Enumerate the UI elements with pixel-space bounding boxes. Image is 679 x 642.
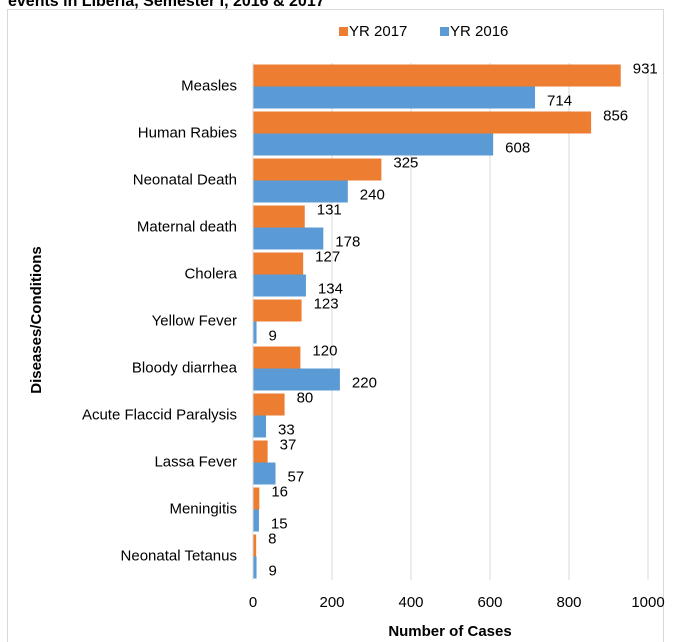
value-label: 856 bbox=[603, 107, 628, 124]
value-label: 123 bbox=[314, 295, 339, 312]
x-tick-label: 600 bbox=[477, 594, 502, 611]
x-axis-title: Number of Cases bbox=[388, 623, 511, 640]
value-label: 134 bbox=[318, 280, 343, 297]
chart-border bbox=[7, 9, 664, 642]
y-tick-label: Measles bbox=[181, 77, 237, 94]
bar bbox=[253, 534, 257, 557]
value-label: 131 bbox=[317, 201, 342, 218]
bar bbox=[253, 111, 592, 134]
x-tick-label: 800 bbox=[556, 594, 581, 611]
y-tick-label: Meningitis bbox=[169, 500, 237, 517]
value-label: 178 bbox=[335, 233, 360, 250]
value-label: 33 bbox=[278, 421, 295, 438]
y-tick-label: Human Rabies bbox=[138, 124, 237, 141]
bar bbox=[253, 180, 348, 203]
value-label: 80 bbox=[297, 389, 314, 406]
value-label: 220 bbox=[352, 374, 377, 391]
chart-title: events in Liberia, Semester I, 2016 & 20… bbox=[8, 0, 325, 10]
bar bbox=[253, 487, 260, 510]
bar bbox=[253, 321, 257, 344]
bar bbox=[253, 252, 304, 275]
legend-swatch bbox=[339, 27, 348, 36]
legend-label: YR 2016 bbox=[450, 23, 508, 40]
bar bbox=[253, 346, 301, 369]
bar bbox=[253, 86, 536, 109]
value-label: 9 bbox=[269, 327, 277, 344]
value-label: 127 bbox=[315, 248, 340, 265]
value-label: 325 bbox=[393, 154, 418, 171]
bar bbox=[253, 556, 257, 579]
bar bbox=[253, 133, 494, 156]
value-label: 37 bbox=[280, 436, 297, 453]
value-label: 931 bbox=[633, 60, 658, 77]
x-tick-label: 200 bbox=[319, 594, 344, 611]
value-label: 15 bbox=[271, 515, 288, 532]
value-label: 240 bbox=[360, 186, 385, 203]
bar bbox=[253, 205, 305, 228]
value-label: 120 bbox=[312, 342, 337, 359]
bar bbox=[253, 440, 268, 463]
bar bbox=[253, 509, 259, 532]
y-tick-label: Bloody diarrhea bbox=[132, 359, 238, 376]
x-tick-label: 1000 bbox=[631, 594, 664, 611]
x-tick-label: 400 bbox=[398, 594, 423, 611]
legend-label: YR 2017 bbox=[349, 23, 407, 40]
bar bbox=[253, 227, 324, 250]
value-label: 714 bbox=[547, 92, 572, 109]
bar bbox=[253, 274, 306, 297]
value-label: 57 bbox=[288, 468, 305, 485]
y-axis-title: Diseases/Conditions bbox=[28, 246, 45, 394]
bar bbox=[253, 393, 285, 416]
value-label: 8 bbox=[268, 530, 276, 547]
y-tick-label: Cholera bbox=[184, 265, 237, 282]
bar bbox=[253, 368, 340, 391]
bar bbox=[253, 415, 267, 438]
y-tick-label: Neonatal Tetanus bbox=[121, 547, 237, 564]
bar bbox=[253, 462, 276, 485]
bar bbox=[253, 64, 621, 87]
x-tick-label: 0 bbox=[249, 594, 257, 611]
value-label: 16 bbox=[271, 483, 288, 500]
y-tick-label: Yellow Fever bbox=[152, 312, 237, 329]
value-label: 608 bbox=[505, 139, 530, 156]
y-tick-label: Acute Flaccid Paralysis bbox=[82, 406, 237, 423]
bar bbox=[253, 299, 302, 322]
y-tick-label: Lassa Fever bbox=[154, 453, 237, 470]
y-tick-label: Maternal death bbox=[137, 218, 237, 235]
y-tick-label: Neonatal Death bbox=[133, 171, 237, 188]
value-label: 9 bbox=[269, 562, 277, 579]
bar bbox=[253, 158, 382, 181]
legend-swatch bbox=[440, 27, 449, 36]
